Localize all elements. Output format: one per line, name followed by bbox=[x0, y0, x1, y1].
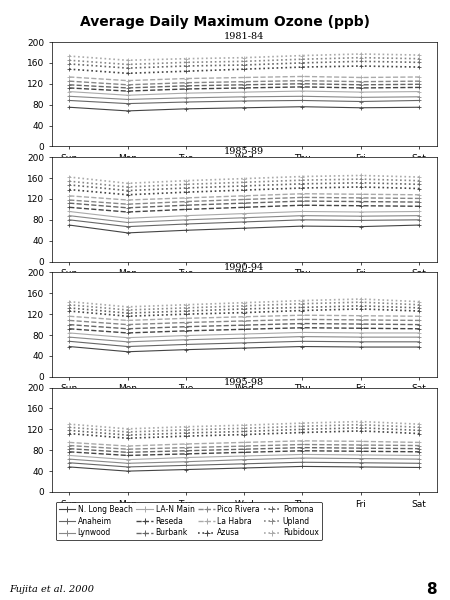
Title: 1985-89: 1985-89 bbox=[224, 148, 264, 157]
Legend: N. Long Beach, Anaheim, Lynwood, LA-N Main, Reseda, Burbank, Pico Rivera, La Hab: N. Long Beach, Anaheim, Lynwood, LA-N Ma… bbox=[55, 502, 322, 540]
Title: 1990-94: 1990-94 bbox=[224, 263, 264, 272]
Text: 8: 8 bbox=[426, 582, 436, 597]
Text: Average Daily Maximum Ozone (ppb): Average Daily Maximum Ozone (ppb) bbox=[80, 15, 370, 29]
Title: 1995-98: 1995-98 bbox=[224, 378, 264, 387]
Title: 1981-84: 1981-84 bbox=[224, 32, 264, 41]
Text: Fujita et al. 2000: Fujita et al. 2000 bbox=[9, 585, 94, 594]
